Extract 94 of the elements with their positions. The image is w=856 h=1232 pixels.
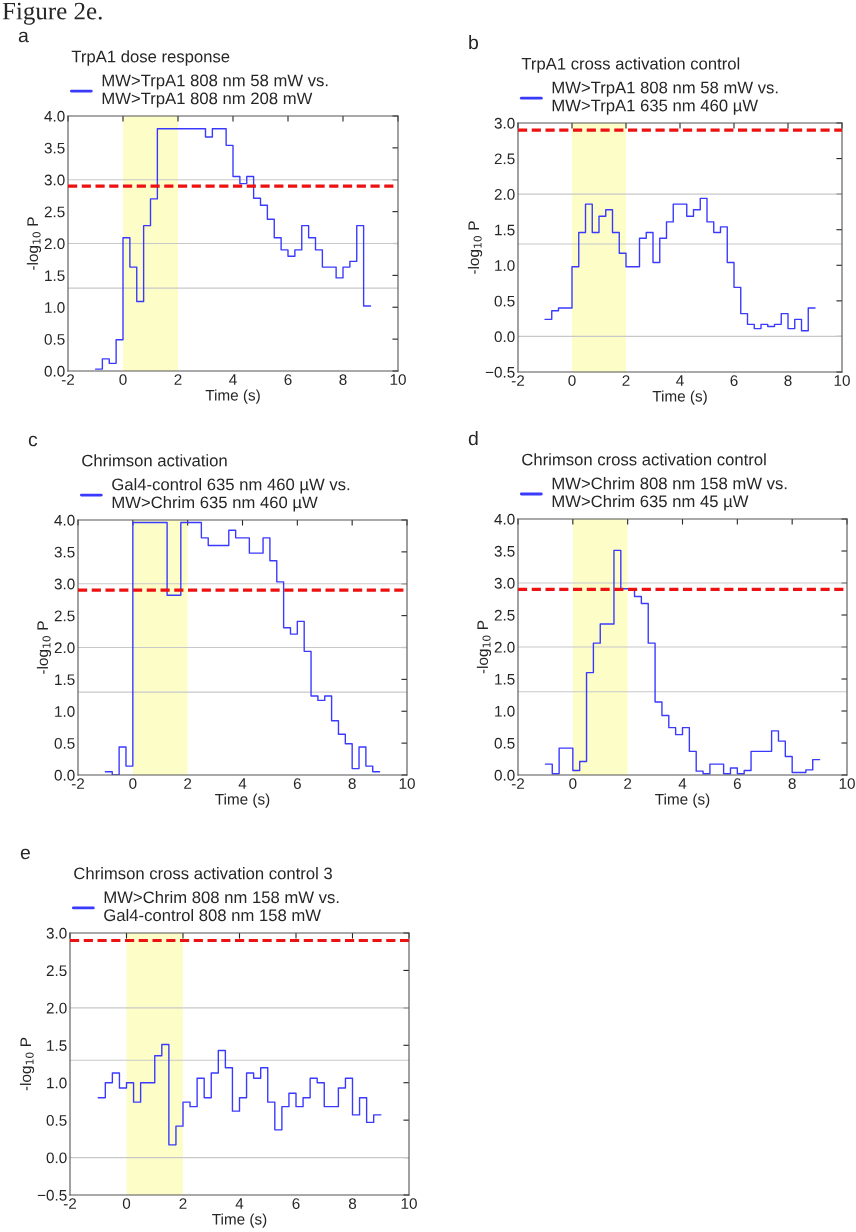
- x-tick-label: 0: [569, 778, 577, 789]
- y-tick-label: 0.0: [46, 1152, 67, 1164]
- x-tick-label: 6: [292, 1198, 300, 1209]
- x-tick-label: 10: [839, 778, 855, 789]
- y-tick-label: 2.5: [46, 965, 67, 977]
- y-tick-label: 2.0: [54, 642, 75, 654]
- text: a: [18, 31, 29, 43]
- y-tick-label: 3.0: [494, 577, 515, 589]
- x-tick-label: 6: [284, 374, 292, 385]
- y-tick-label: 2.5: [494, 153, 515, 165]
- legend-label: Gal4-control 635 nm 460 µW vs. MW>Chrim 635 nm 460 µW: [112, 478, 350, 512]
- text: d: [468, 431, 478, 446]
- y-tick-label: 1.0: [47, 1077, 67, 1089]
- x-axis-title: Time (s): [652, 390, 707, 405]
- y-axis-title: -log$_{10}$ P: [476, 620, 492, 674]
- y-tick-label: 0.5: [44, 333, 65, 345]
- y-tick-label: 4.0: [54, 514, 75, 526]
- y-tick-label: 1.5: [55, 674, 75, 686]
- x-tick-label: 8: [348, 1198, 357, 1209]
- y-tick-label: 1.0: [45, 302, 65, 313]
- x-tick-label: 4: [238, 778, 247, 789]
- legend-title: TrpA1 dose response: [71, 50, 230, 66]
- y-tick-label: 3.5: [54, 546, 75, 558]
- y-tick-label: 0.5: [494, 737, 515, 749]
- y-tick-label: 1.0: [55, 706, 75, 717]
- x-tick-label: 8: [784, 375, 792, 386]
- legend-label: MW>TrpA1 808 nm 58 mW vs. MW>TrpA1 635 nm 460 µW: [552, 81, 778, 115]
- legend-title: Chrimson activation: [82, 454, 227, 467]
- y-tick-label: 1.5: [47, 1040, 67, 1051]
- y-tick-label: 1.5: [495, 224, 515, 236]
- y-axis-title: -log$_{10}$ P: [467, 221, 483, 274]
- x-axis-title: Time (s): [215, 793, 270, 808]
- legend-label: MW>Chrim 808 nm 158 mW vs. Gal4-control 808 nm 158 mW: [104, 890, 339, 922]
- x-tick-label: 0: [119, 374, 127, 385]
- x-tick-label: 4: [235, 1198, 244, 1209]
- y-axis-title: -log$_{10}$ P: [26, 217, 42, 270]
- y-tick-label: 0.0: [494, 331, 515, 343]
- x-tick-label: 4: [678, 778, 687, 789]
- y-tick-label: 0.5: [494, 295, 515, 307]
- y-axis-title: -log$_{10}$ P: [36, 621, 52, 674]
- y-tick-label: 2.5: [494, 609, 515, 621]
- x-axis-title: Time (s): [655, 793, 710, 808]
- y-tick-label: 0.5: [46, 1115, 67, 1126]
- x-tick-label: 0: [129, 778, 137, 789]
- y-tick-label: 2.0: [46, 1002, 67, 1014]
- y-tick-label: 3.5: [44, 142, 65, 154]
- x-tick-label: 6: [293, 778, 301, 789]
- x-axis-title: Time (s): [205, 389, 260, 404]
- y-tick-label: 1.0: [495, 705, 515, 717]
- legend-label: MW>TrpA1 808 nm 58 mW vs. MW>TrpA1 808 nm 208 mW: [102, 74, 328, 108]
- text: c: [28, 435, 38, 447]
- y-tick-label: 3.0: [46, 927, 67, 939]
- y-tick-label: 1.5: [45, 270, 65, 282]
- x-tick-label: 4: [676, 375, 684, 386]
- x-tick-label: 8: [339, 374, 347, 385]
- y-tick-label: 2.0: [44, 238, 65, 250]
- caption: Figure 2e.: [2, 2, 102, 25]
- x-tick-label: 2: [174, 374, 182, 385]
- x-tick-label: 0: [122, 1198, 131, 1209]
- x-tick-label: 10: [401, 1198, 417, 1209]
- x-tick-label: 2: [624, 778, 632, 789]
- legend-title: TrpA1 cross activation control: [521, 57, 740, 73]
- text: b: [469, 35, 478, 50]
- y-tick-label: 3.0: [494, 117, 515, 129]
- legend-label: MW>Chrim 808 nm 158 mW vs. MW>Chrim 635 nm 45 µW: [552, 477, 787, 511]
- x-tick-label: 4: [229, 374, 237, 385]
- y-tick-label: 3.0: [44, 174, 65, 186]
- y-tick-label: 4.0: [494, 513, 515, 525]
- y-tick-label: 2.5: [44, 206, 65, 218]
- y-tick-label: 2.5: [54, 610, 75, 622]
- legend-title: Chrimson cross activation control 3: [74, 867, 332, 880]
- x-tick-label: 10: [399, 778, 415, 789]
- x-tick-label: 10: [834, 375, 850, 386]
- x-tick-label: 2: [179, 1198, 187, 1209]
- y-tick-label: 2.0: [494, 641, 515, 653]
- y-tick-label: 0.5: [54, 737, 75, 749]
- x-tick-label: 6: [730, 375, 738, 386]
- y-tick-label: 4.0: [44, 110, 65, 122]
- x-axis-title: Time (s): [212, 1213, 267, 1228]
- y-tick-label: 1.5: [495, 674, 515, 685]
- x-tick-label: 2: [184, 778, 192, 789]
- y-tick-label: 3.0: [54, 578, 75, 590]
- x-tick-label: 10: [390, 374, 406, 385]
- text: e: [20, 848, 30, 860]
- y-tick-label: 1.0: [495, 260, 515, 271]
- legend-title: Chrimson cross activation control: [522, 453, 766, 466]
- y-tick-label: 2.0: [494, 189, 515, 200]
- y-axis-title: -log$_{10}$ P: [19, 1037, 35, 1091]
- x-tick-label: 0: [568, 375, 576, 386]
- x-tick-label: 8: [348, 778, 356, 789]
- y-tick-label: 3.5: [494, 545, 515, 557]
- x-tick-label: 6: [733, 778, 741, 789]
- x-tick-label: 2: [622, 375, 630, 386]
- x-tick-label: 8: [788, 778, 796, 789]
